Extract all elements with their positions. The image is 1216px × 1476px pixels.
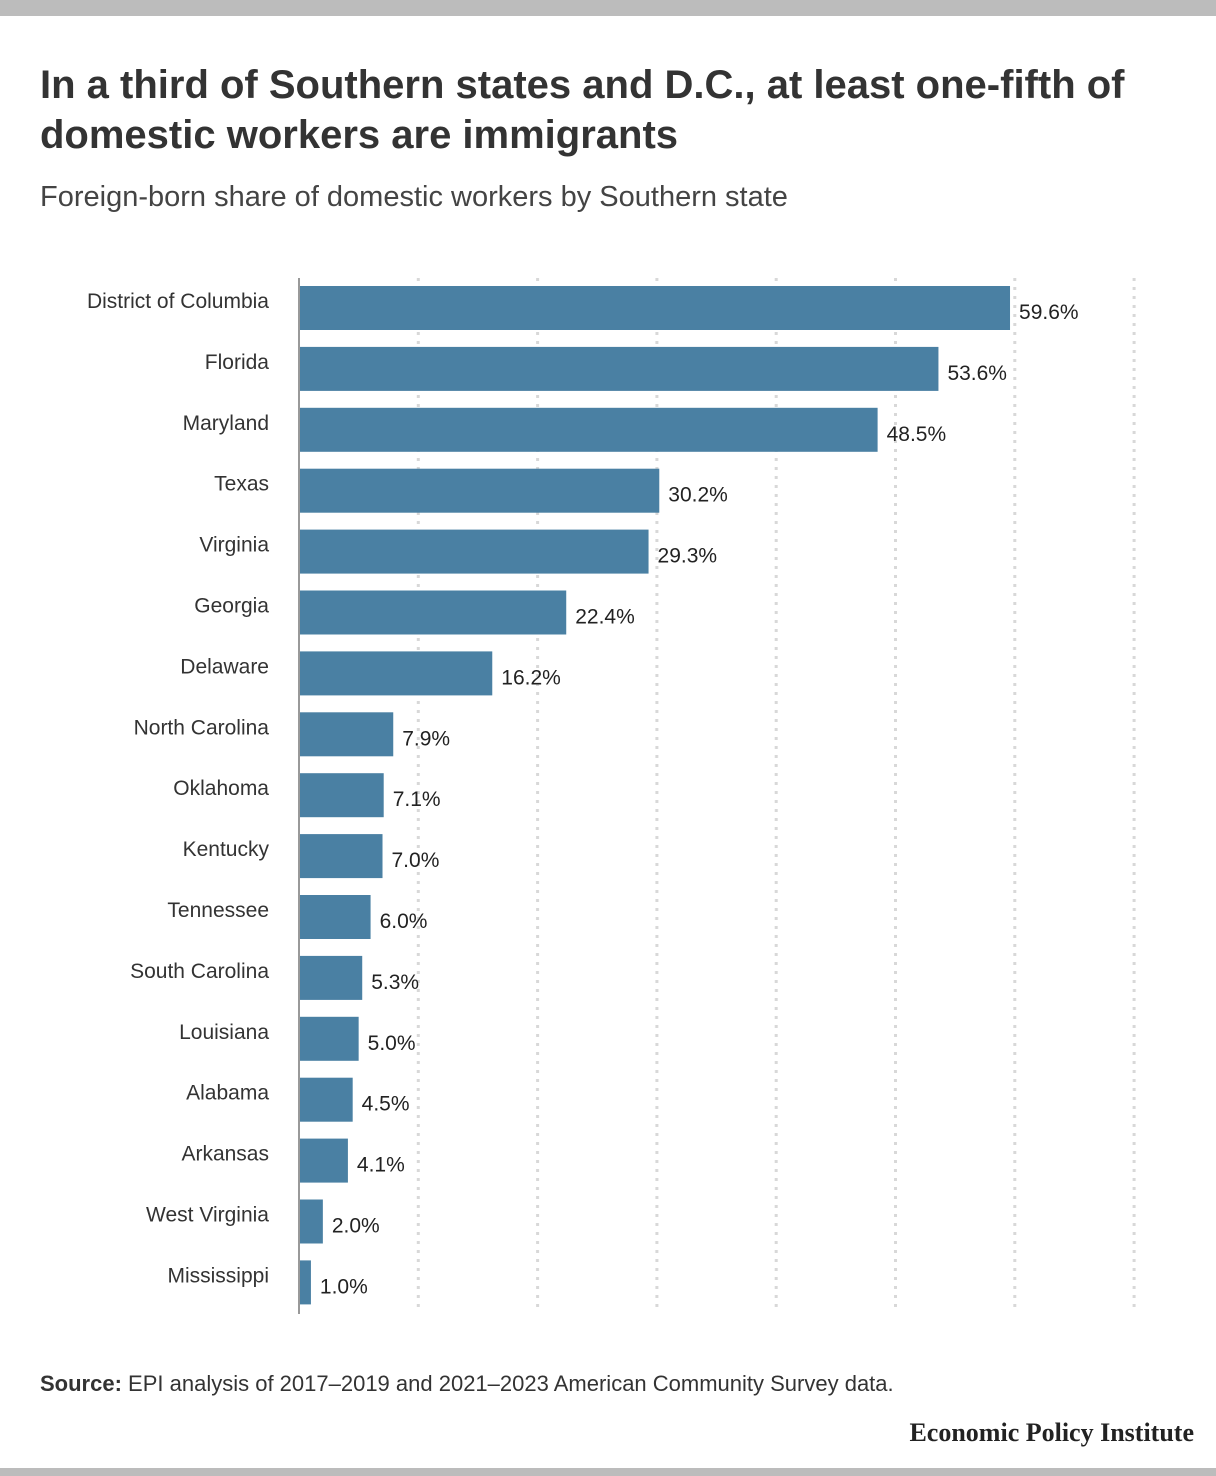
source-note: Source: EPI analysis of 2017–2019 and 20… <box>40 1370 1180 1398</box>
value-label: 59.6% <box>1019 301 1079 324</box>
top-border-bar <box>0 0 1216 16</box>
bottom-border-bar <box>0 1468 1216 1476</box>
value-label: 7.1% <box>393 788 441 811</box>
source-text: EPI analysis of 2017–2019 and 2021–2023 … <box>128 1371 894 1396</box>
bar <box>299 712 394 757</box>
value-label: 48.5% <box>887 423 947 446</box>
bar <box>299 834 383 879</box>
category-label: West Virginia <box>146 1204 269 1227</box>
bar <box>299 346 939 391</box>
bar <box>299 895 371 939</box>
chart-title: In a third of Southern states and D.C., … <box>40 63 1125 157</box>
value-label: 4.1% <box>357 1154 405 1177</box>
bar <box>299 286 1011 330</box>
bar <box>299 1016 359 1061</box>
value-label: 4.5% <box>362 1093 410 1116</box>
bar <box>299 1077 353 1122</box>
category-label: Delaware <box>180 655 269 678</box>
category-label: Arkansas <box>181 1143 269 1166</box>
category-label: Virginia <box>199 534 269 557</box>
bar <box>299 590 567 635</box>
value-label: 30.2% <box>668 484 728 507</box>
bar <box>299 955 363 1000</box>
bar <box>299 1199 323 1244</box>
bar <box>299 407 878 452</box>
category-label: Maryland <box>183 412 269 435</box>
bar <box>299 468 660 513</box>
value-label: 7.0% <box>392 849 440 872</box>
value-label: 5.3% <box>371 971 419 994</box>
brand-logo-text: Economic Policy Institute <box>909 1418 1194 1447</box>
value-label: 16.2% <box>501 666 561 689</box>
category-label: District of Columbia <box>87 290 269 313</box>
source-label: Source: <box>40 1371 122 1396</box>
category-label: Florida <box>205 351 270 374</box>
value-label: 6.0% <box>380 910 428 933</box>
category-label: North Carolina <box>134 716 270 739</box>
category-label: Alabama <box>186 1082 269 1105</box>
chart-subtitle: Foreign-born share of domestic workers b… <box>40 181 788 213</box>
value-label: 5.0% <box>368 1032 416 1055</box>
value-label: 2.0% <box>332 1215 380 1238</box>
category-label: South Carolina <box>130 960 269 983</box>
value-label: 7.9% <box>402 727 450 750</box>
bar <box>299 651 493 696</box>
category-label: Texas <box>214 473 269 496</box>
value-label: 22.4% <box>575 606 635 629</box>
bar <box>299 1138 348 1183</box>
bar <box>299 1260 311 1305</box>
category-label: Louisiana <box>179 1021 269 1044</box>
bar-chart: District of Columbia 59.6% Florida 53.6% Mar… <box>87 278 1136 1314</box>
category-label: Mississippi <box>167 1264 269 1287</box>
category-label: Georgia <box>194 595 269 618</box>
value-label: 29.3% <box>658 545 718 568</box>
bar <box>299 529 649 574</box>
category-label: Oklahoma <box>173 777 269 800</box>
value-label: 53.6% <box>947 362 1007 385</box>
category-label: Tennessee <box>167 899 269 922</box>
value-label: 1.0% <box>320 1275 368 1298</box>
bar <box>299 773 384 818</box>
category-label: Kentucky <box>183 838 270 861</box>
